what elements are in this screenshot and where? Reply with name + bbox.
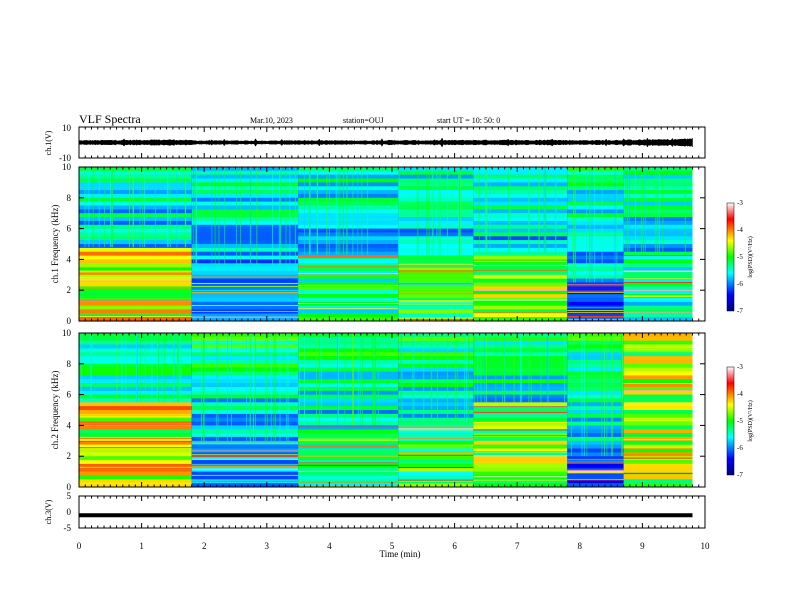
figure-start-time: start UT = 10: 50: 0	[437, 116, 500, 125]
ch2-spec-ylabel-text: ch.2 Frequency (kHz)	[50, 371, 60, 450]
ch2-cb-label: log(PSD)(V²/Hz)	[747, 400, 754, 441]
x-tick-label-10: 10	[701, 541, 711, 551]
ch2-spectrogram-panel: 0 2 4 6 8 10 ch.2 Frequency (kHz)	[50, 328, 706, 492]
ch3-ylabel: ch.3(V)	[44, 499, 53, 524]
x-tick-label-5: 5	[390, 541, 395, 551]
ch1-cb-tick-2: -5	[737, 253, 743, 261]
ch2-spec-ytick-5: 10	[62, 328, 72, 338]
ch3-ytick-top: 5	[67, 491, 72, 501]
x-tick-label-6: 6	[452, 541, 457, 551]
x-tick-label-8: 8	[578, 541, 583, 551]
ch1-cb-tick-4: -7	[737, 307, 743, 315]
ch1-colorbar: -3 -4 -5 -6 -7 log(PSD)(V²/Hz)	[726, 199, 754, 315]
ch1-spec-ytick-0: 0	[67, 316, 72, 326]
x-tick-label-4: 4	[327, 541, 332, 551]
x-tick-label-3: 3	[265, 541, 270, 551]
ch1-cb-tick-1: -4	[737, 226, 743, 234]
x-axis-tick-labels: 0 1 2 3 4 5 6 7 8 9 10	[77, 541, 710, 551]
ch1-cb-tick-3: -6	[737, 280, 743, 288]
ch2-cb-tick-2: -5	[737, 417, 743, 425]
ch2-spec-ytick-1: 2	[67, 451, 72, 461]
ch1-ytick-top: 10	[62, 123, 72, 133]
figure-title: VLF Spectra	[79, 112, 141, 126]
x-tick-label-7: 7	[515, 541, 520, 551]
x-tick-label-2: 2	[202, 541, 207, 551]
ch1-ylabel: ch.1(V)	[44, 130, 53, 155]
x-tick-label-9: 9	[640, 541, 645, 551]
ch1-cb-tick-0: -3	[737, 199, 743, 207]
ch2-colorbar: -3 -4 -5 -6 -7 log(PSD)(V²/Hz)	[726, 363, 754, 479]
ch1-spectrogram-image	[79, 167, 693, 322]
x-tick-label-1: 1	[139, 541, 144, 551]
ch2-cb-tick-0: -3	[737, 363, 743, 371]
ch1-spec-ylabel: ch.1 Frequency (kHz)	[50, 205, 60, 284]
ch2-spectrogram-image	[79, 333, 693, 488]
ch1-spec-ytick-2: 4	[67, 254, 72, 264]
x-tick-label-0: 0	[77, 541, 82, 551]
ch1-cb-label: log(PSD)(V²/Hz)	[747, 236, 754, 277]
ch1-spectrogram-panel: 0 2 4 6 8 10 ch.1 Frequency (kHz)	[50, 162, 706, 326]
ch1-spec-ylabel-text: ch.1 Frequency (kHz)	[50, 205, 60, 284]
figure-date: Mar.10, 2023	[250, 116, 293, 125]
ch1-spec-ytick-5: 10	[62, 162, 72, 172]
ch2-spec-ytick-4: 8	[67, 359, 72, 369]
ch2-spec-ylabel: ch.2 Frequency (kHz)	[50, 371, 60, 450]
ch3-panel: 5 0 -5 ch.3(V)	[44, 491, 706, 533]
ch2-spec-ytick-3: 6	[67, 390, 72, 400]
figure-station: station=OUJ	[343, 116, 384, 125]
ch3-ytick-bottom: -5	[64, 523, 72, 533]
ch2-cb-tick-4: -7	[737, 471, 743, 479]
ch3-ytick-mid: 0	[67, 507, 72, 517]
ch2-spec-ytick-2: 4	[67, 420, 72, 430]
ch1-spec-ytick-4: 8	[67, 193, 72, 203]
ch2-cb-tick-3: -6	[737, 444, 743, 452]
x-axis-label: Time (min)	[380, 549, 421, 559]
ch1-ytick-bottom: -10	[59, 153, 71, 163]
ch2-cb-tick-1: -4	[737, 390, 743, 398]
ch2-spec-ytick-0: 0	[67, 482, 72, 492]
ch1-panel: 10 -10 ch.1(V)	[44, 123, 706, 163]
ch1-spec-ytick-1: 2	[67, 285, 72, 295]
ch1-spec-ytick-3: 6	[67, 224, 72, 234]
ch1-trace	[78, 137, 693, 148]
